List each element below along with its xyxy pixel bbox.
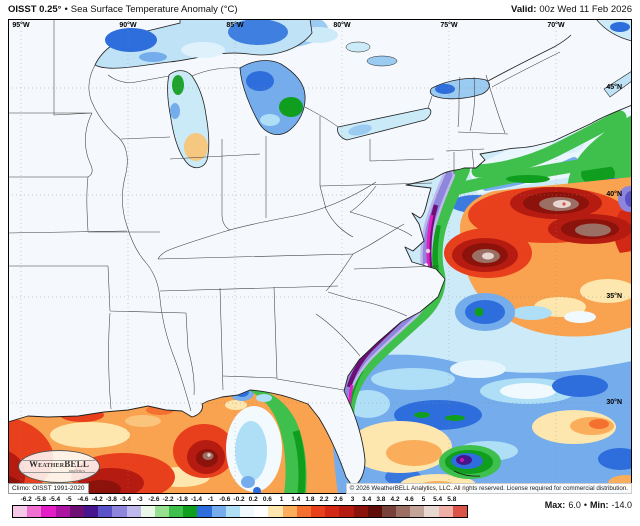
- colorbar-tick: -1.8: [176, 496, 188, 503]
- colorbar-tick: -5: [65, 496, 72, 503]
- min-label: Min:: [589, 500, 609, 510]
- colorbar-tick: 0.2: [248, 496, 258, 503]
- lon-label: 95°W: [12, 22, 30, 29]
- colorbar-tick: -0.6: [219, 496, 231, 503]
- colorbar: [12, 505, 468, 518]
- product-name: OISST 0.25°: [8, 4, 62, 15]
- colorbar-cell: [452, 506, 467, 517]
- colorbar-cell: [183, 506, 198, 517]
- map-canvas: 95°W 90°W 85°W 80°W 75°W 70°W 45°N 40°N 35°N 30°…: [8, 19, 632, 494]
- colorbar-cell: [424, 506, 439, 517]
- max-value: 6.0: [568, 500, 581, 510]
- colorbar-cell: [367, 506, 382, 517]
- colorbar-cell: [339, 506, 354, 517]
- maxmin-separator: •: [583, 500, 587, 510]
- valid-value: 00z Wed 11 Feb 2026: [539, 4, 632, 15]
- colorbar-tick: 4.2: [390, 496, 400, 503]
- colorbar-cell: [353, 506, 368, 517]
- colorbar-cell: [126, 506, 141, 517]
- colorbar-tick: 5: [421, 496, 426, 503]
- colorbar-tick: -3.4: [119, 496, 132, 503]
- colorbar-cell: [325, 506, 340, 517]
- colorbar-cell: [98, 506, 113, 517]
- lon-label: 80°W: [333, 22, 351, 29]
- colorbar-tick: -2.2: [162, 496, 174, 503]
- colorbar-cell: [211, 506, 226, 517]
- min-value: -14.0: [611, 500, 632, 510]
- colorbar-legend: -6.2 -5.8 -5.4 -5 -4.6 -4.2 -3.8 -3.4 -3 -2.6 -2.2…: [0, 495, 640, 526]
- lon-label: 70°W: [547, 22, 565, 29]
- lon-label: 75°W: [440, 22, 458, 29]
- colorbar-tick: 0.6: [262, 496, 272, 503]
- valid-time: Valid: 00z Wed 11 Feb 2026: [508, 3, 632, 16]
- colorbar-tick: 1.8: [305, 496, 315, 503]
- logo-subtext: analytics: [68, 467, 85, 473]
- colorbar-tick: -3: [136, 496, 143, 503]
- colorbar-tick: -1: [207, 496, 214, 503]
- colorbar-cell: [254, 506, 269, 517]
- colorbar-tick: 3.4: [362, 496, 372, 503]
- colorbar-ticks: -6.2 -5.8 -5.4 -5 -4.6 -4.2 -3.8 -3.4 -3 -2.6 -2.2…: [0, 496, 640, 504]
- colorbar-cell: [438, 506, 453, 517]
- colorbar-cell: [225, 506, 240, 517]
- colorbar-cell: [41, 506, 56, 517]
- title-separator: •: [64, 4, 68, 15]
- colorbar-tick: 3: [350, 496, 355, 503]
- colorbar-cell: [396, 506, 411, 517]
- colorbar-cell: [296, 506, 311, 517]
- max-label: Max:: [544, 500, 566, 510]
- colorbar-tick: 1: [279, 496, 284, 503]
- colorbar-tick: 3.8: [376, 496, 386, 503]
- lat-label: 35°N: [606, 293, 622, 300]
- page-title: OISST 0.25° • Sea Surface Temperature Anom…: [8, 3, 241, 16]
- climo-label: Climo: OISST 1991-2020: [8, 483, 89, 494]
- colorbar-cell: [381, 506, 397, 517]
- colorbar-cell: [69, 506, 84, 517]
- lon-label: 85°W: [226, 22, 244, 29]
- lat-label: 30°N: [606, 399, 622, 406]
- colorbar-tick: 4.6: [404, 496, 414, 503]
- colorbar-cell: [13, 506, 28, 517]
- weatherbell-logo: WeatherBELL analytics: [18, 450, 100, 483]
- colorbar-cell: [83, 506, 99, 517]
- colorbar-tick: 5.4: [433, 496, 443, 503]
- colorbar-tick: -1.4: [190, 496, 203, 503]
- colorbar-tick: -0.2: [233, 496, 245, 503]
- colorbar-tick: 2.2: [319, 496, 329, 503]
- valid-label: Valid:: [511, 4, 537, 15]
- colorbar-tick: 1.4: [291, 496, 301, 503]
- colorbar-tick: -4.6: [77, 496, 89, 503]
- logo-text: WeatherBELL: [28, 458, 90, 469]
- colorbar-tick: -6.2: [20, 496, 32, 503]
- colorbar-cell: [268, 506, 283, 517]
- colorbar-cell: [240, 506, 255, 517]
- colorbar-tick: 5.8: [447, 496, 457, 503]
- colorbar-cell: [410, 506, 425, 517]
- max-min-readout: Max: 6.0 • Min: -14.0: [542, 500, 632, 510]
- colorbar-tick: -2.6: [148, 496, 160, 503]
- sst-anomaly-map: [8, 19, 632, 494]
- colorbar-cell: [55, 506, 70, 517]
- colorbar-cell: [154, 506, 170, 517]
- product-description: Sea Surface Temperature Anomaly (°C): [70, 4, 238, 15]
- colorbar-cell: [282, 506, 297, 517]
- copyright-label: © 2026 WeatherBELL Analytics, LLC. All r…: [345, 483, 632, 494]
- lon-label: 90°W: [119, 22, 137, 29]
- header: OISST 0.25° • Sea Surface Temperature Anom…: [8, 3, 632, 16]
- colorbar-tick: -5.8: [34, 496, 46, 503]
- colorbar-cell: [197, 506, 212, 517]
- colorbar-cell: [310, 506, 326, 517]
- colorbar-tick: -5.4: [48, 496, 61, 503]
- colorbar-cell: [169, 506, 184, 517]
- colorbar-tick: -4.2: [91, 496, 103, 503]
- lat-label: 45°N: [606, 84, 622, 91]
- colorbar-tick: -3.8: [105, 496, 117, 503]
- colorbar-cell: [140, 506, 155, 517]
- colorbar-tick: 2.6: [333, 496, 343, 503]
- colorbar-cell: [27, 506, 42, 517]
- colorbar-cell: [112, 506, 127, 517]
- lat-label: 40°N: [606, 191, 622, 198]
